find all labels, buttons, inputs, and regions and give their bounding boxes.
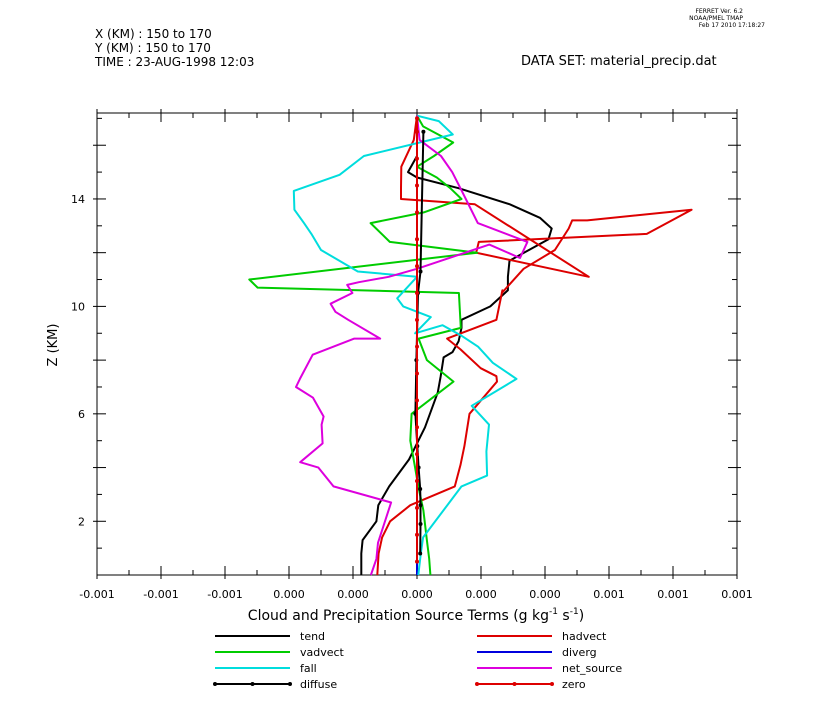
x-tick-label: -0.001 [79,588,114,601]
series-point-zero [415,317,419,322]
legend-label-zero: zero [562,678,586,691]
series-point-zero [415,290,419,295]
series-point-diffuse [418,487,423,492]
legend: tend vadvect fall diffuse hadvect diverg net_s… [213,630,622,691]
series-point-zero [415,371,419,376]
legend-marker-diffuse [213,682,217,686]
legend-label-net_source: net_source [562,662,622,675]
ferret-org: NOAA/PMEL TMAP [689,15,743,22]
y-tick-label: 2 [78,515,85,528]
series-point-diffuse [418,269,423,274]
legend-marker-diffuse [250,682,255,686]
legend-label-diverg: diverg [562,646,597,659]
series-point-zero [415,183,419,188]
series-point-zero [415,532,419,537]
series-point-diffuse [418,503,423,508]
series-point-diffuse [421,129,426,134]
y-tick-label: 14 [71,193,85,206]
legend-label-hadvect: hadvect [562,630,607,643]
series-line-fall [292,114,518,576]
x-tick-label: 0.001 [721,588,753,601]
series-point-zero [415,264,419,269]
legend-marker-zero [475,682,479,686]
x-axis-label: Cloud and Precipitation Source Terms (g … [248,607,584,624]
y-axis-label: Z (KM) [46,324,61,367]
x-tick-label: 0.000 [529,588,561,601]
x-tick-label: -0.001 [143,588,178,601]
time-label: TIME : 23-AUG-1998 12:03 [95,55,255,69]
series-point-zero [415,425,419,430]
x-tick-label: 0.001 [657,588,689,601]
x-tick-label: 0.000 [465,588,497,601]
y-range-label: Y (KM) : 150 to 170 [95,41,211,55]
series-point-zero [415,478,419,483]
ferret-date: Feb 17 2010 17:18:27 [698,22,765,29]
series-point-zero [415,116,419,121]
legend-marker-zero [512,682,517,686]
legend-label-tend: tend [300,630,325,643]
legend-label-vadvect: vadvect [300,646,345,659]
series-point-zero [415,237,419,242]
x-tick-label: 0.001 [593,588,625,601]
x-tick-label: 0.000 [337,588,369,601]
series-point-zero [415,452,419,457]
series-line-hadvect [376,115,693,576]
series-point-zero [415,505,419,510]
ferret-version: FERRET Ver. 6.2 [695,8,743,15]
legend-label-fall: fall [300,662,317,675]
series-point-zero [415,559,419,564]
dataset-label: DATA SET: material_precip.dat [521,54,717,69]
series-point-zero [415,344,419,349]
series-line-net_source [295,115,529,576]
x-tick-label: 0.000 [401,588,433,601]
series-point-diffuse [418,521,423,526]
y-tick-label: 6 [78,408,85,421]
x-range-label: X (KM) : 150 to 170 [95,27,212,41]
plot-lines [248,114,693,576]
series-point-zero [415,129,419,134]
legend-marker-diffuse [288,682,292,686]
x-tick-label: 0.000 [273,588,305,601]
legend-label-diffuse: diffuse [300,678,337,691]
legend-marker-zero [550,682,554,686]
axes: -0.001 -0.001 -0.001 0.000 0.000 0.000 0.000 0.… [71,109,753,601]
series-point-zero [415,156,419,161]
series-point-diffuse [418,551,423,556]
y-tick-label: 10 [71,300,85,313]
series-point-zero [415,210,419,215]
x-tick-label: -0.001 [207,588,242,601]
series-point-zero [415,398,419,403]
